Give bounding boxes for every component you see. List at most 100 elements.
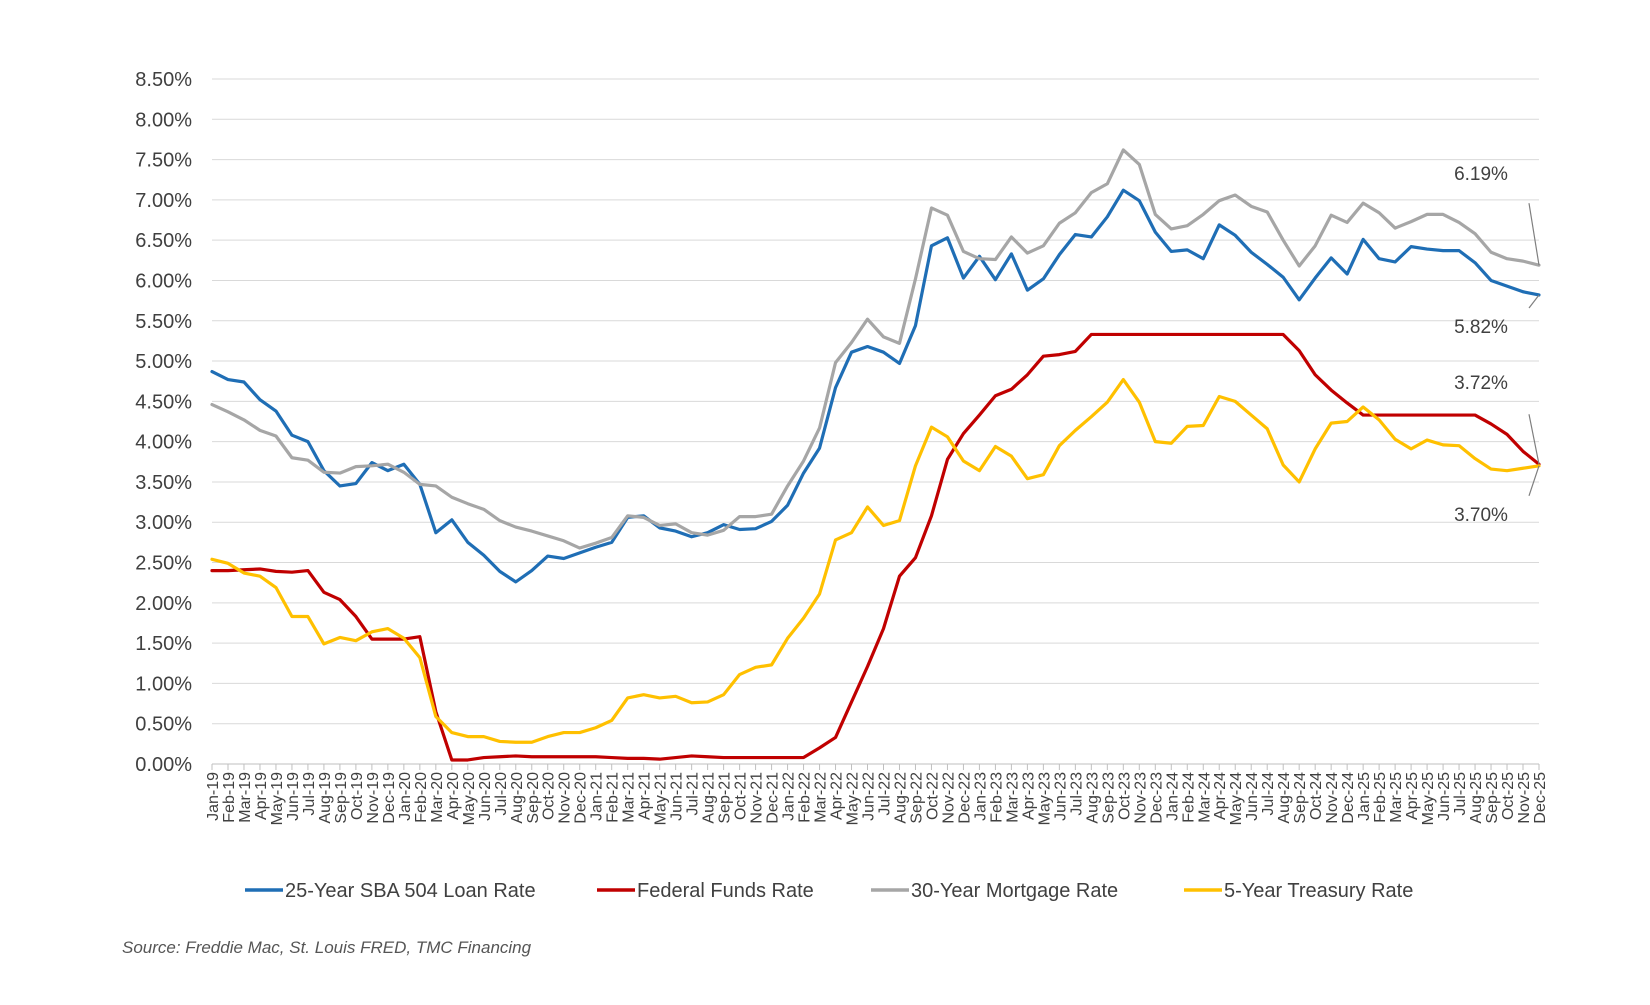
x-tick-label: Jun-25 [1436,772,1453,821]
y-tick-label: 4.00% [135,432,192,454]
x-tick-label: Mar-25 [1388,772,1405,823]
x-tick-label: Mar-20 [429,772,446,823]
x-tick-label: Jan-22 [781,772,798,821]
x-tick-label: Mar-21 [621,772,638,823]
annotation-leader [1528,203,1540,266]
x-tick-label: Sep-23 [1100,772,1117,824]
x-tick-label: Dec-20 [573,772,590,824]
annotation-leader [1528,294,1540,309]
x-tick-label: Sep-20 [525,772,542,824]
x-tick-label: Feb-22 [797,772,814,823]
series-line-federal-funds-rate [210,332,1541,762]
x-tick-label: Mar-19 [237,772,254,823]
x-tick-label: Aug-24 [1276,772,1293,824]
y-tick-label: 0.00% [135,754,192,776]
legend-label: 25-Year SBA 504 Loan Rate [285,880,536,902]
x-tick-label: Jan-20 [397,772,414,821]
x-tick-label: Apr-24 [1212,772,1229,820]
annotation-label: 5.82% [1454,317,1508,338]
x-tick-label: Dec-19 [381,772,398,824]
x-tick-label: Jun-21 [669,772,686,821]
x-tick-label: Sep-25 [1484,772,1501,824]
x-tick-label: Apr-20 [445,772,462,820]
x-tick-label: Feb-20 [413,772,430,823]
y-tick-label: 7.50% [135,150,192,172]
x-tick-label: Sep-22 [908,772,925,824]
x-tick-label: Nov-20 [557,772,574,824]
x-tick-label: May-19 [269,772,286,825]
x-tick-label: Jun-23 [1052,772,1069,821]
y-tick-label: 0.50% [135,714,192,736]
x-tick-label: Jan-19 [205,772,222,821]
x-tick-label: Jan-23 [972,772,989,821]
annotation-label: 6.19% [1454,164,1508,185]
x-tick-label: Oct-19 [349,772,366,820]
x-tick-label: Jan-21 [589,772,606,821]
x-tick-label: Sep-21 [717,772,734,824]
x-tick-label: Apr-25 [1404,772,1421,820]
x-tick-label: Feb-21 [605,772,622,823]
x-tick-label: Dec-21 [765,772,782,824]
y-tick-label: 3.50% [135,472,192,494]
annotation-leader [1528,414,1540,465]
legend-label: 30-Year Mortgage Rate [911,880,1118,902]
x-tick-label: Nov-19 [365,772,382,824]
y-tick-label: 1.00% [135,673,192,695]
x-tick-label: May-20 [461,772,478,825]
x-tick-label: Aug-21 [701,772,718,824]
y-tick-label: 6.50% [135,230,192,252]
annotation-label: 3.72% [1454,373,1508,394]
series-line-25-year-sba-504-loan-rate [210,188,1541,584]
x-tick-label: Dec-24 [1340,772,1357,824]
x-tick-label: Sep-19 [333,772,350,824]
y-tick-label: 8.00% [135,109,192,131]
x-tick-label: Jul-21 [685,772,702,816]
x-tick-label: Aug-22 [892,772,909,824]
x-tick-label: May-25 [1420,772,1437,825]
x-tick-label: Feb-19 [221,772,238,823]
x-tick-label: Jun-19 [285,772,302,821]
x-tick-label: Aug-20 [509,772,526,824]
x-tick-label: Dec-23 [1148,772,1165,824]
x-tick-label: Mar-24 [1196,772,1213,823]
source-note: Source: Freddie Mac, St. Louis FRED, TMC… [122,938,532,957]
legend-label: Federal Funds Rate [637,880,814,902]
x-tick-label: Jun-22 [861,772,878,821]
x-tick-label: Jul-25 [1452,772,1469,816]
x-tick-label: Aug-23 [1084,772,1101,824]
x-tick-label: Oct-23 [1116,772,1133,820]
x-tick-label: Jul-24 [1260,772,1277,816]
x-tick-label: Oct-22 [924,772,941,820]
x-tick-label: Nov-23 [1132,772,1149,824]
x-tick-label: Apr-22 [829,772,846,820]
y-tick-label: 5.50% [135,311,192,333]
x-tick-label: Mar-23 [1004,772,1021,823]
x-tick-label: Feb-24 [1180,772,1197,823]
x-tick-label: Nov-24 [1324,772,1341,824]
x-tick-label: May-23 [1036,772,1053,825]
x-tick-label: Jul-20 [493,772,510,816]
x-tick-label: Jan-24 [1164,772,1181,821]
x-tick-label: Mar-22 [813,772,830,823]
y-tick-label: 1.50% [135,633,192,655]
x-tick-label: Apr-23 [1020,772,1037,820]
x-tick-label: May-21 [653,772,670,825]
x-tick-label: Jan-25 [1356,772,1373,821]
x-tick-label: Jul-19 [301,772,318,816]
x-tick-label: Feb-23 [988,772,1005,823]
x-tick-label: Jun-24 [1244,772,1261,821]
x-tick-label: Oct-24 [1308,772,1325,820]
x-tick-label: Dec-22 [956,772,973,824]
x-tick-label: Jun-20 [477,772,494,821]
y-tick-label: 4.50% [135,391,192,413]
x-tick-label: Oct-21 [733,772,750,820]
annotation-leader [1528,465,1540,497]
x-tick-label: Nov-21 [749,772,766,824]
y-tick-label: 2.50% [135,553,192,575]
y-tick-label: 5.00% [135,351,192,373]
series-line-30-year-mortgage-rate [210,148,1541,550]
x-tick-label: May-22 [845,772,862,825]
y-tick-label: 8.50% [135,69,192,91]
